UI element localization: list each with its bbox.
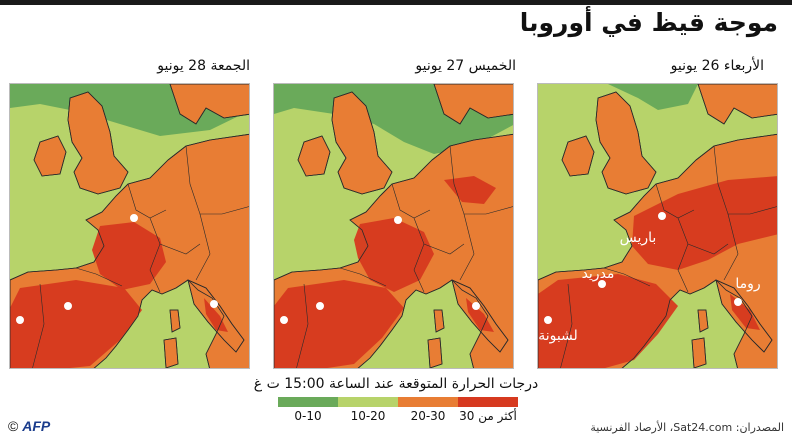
city-dot — [598, 280, 606, 288]
country-border — [391, 183, 431, 219]
city-dot — [658, 212, 666, 220]
map-title-wednesday: الأربعاء 26 يونيو — [670, 58, 764, 74]
credit: © AFP — [8, 418, 50, 434]
coastline — [163, 337, 179, 368]
country-border — [339, 267, 387, 287]
legend-swatch-20-30 — [398, 397, 458, 407]
coastline — [697, 309, 709, 333]
city-label: لشبونة — [538, 328, 578, 344]
country-border — [75, 267, 123, 287]
coastline — [691, 337, 707, 368]
legend-label-0-10: 0-10 — [294, 409, 322, 423]
hot-zone — [354, 218, 434, 292]
coastline — [538, 133, 777, 368]
country-border — [677, 243, 689, 293]
city-label: روما — [735, 276, 760, 292]
cold-zone — [538, 84, 698, 110]
country-border — [677, 217, 729, 255]
coastline — [297, 135, 331, 177]
country-border — [459, 213, 475, 281]
legend-swatch-over-30 — [458, 397, 518, 407]
city-dot — [130, 214, 138, 222]
legend-label-20-30: 20-30 — [410, 409, 446, 423]
country-border — [723, 213, 739, 281]
city-dot — [472, 302, 480, 310]
city-dot — [544, 316, 552, 324]
coastline — [427, 337, 443, 368]
coastline — [697, 84, 777, 125]
city-dot — [316, 302, 324, 310]
city-label: باريس — [620, 230, 657, 246]
page-title: موجة قيظ في أوروبا — [519, 8, 778, 37]
city-dot — [394, 216, 402, 224]
legend-labels: 0-10 10-20 20-30 أكثر من 30 — [278, 409, 518, 423]
legend-swatch-0-10 — [278, 397, 338, 407]
map-title-friday: الجمعة 28 يونيو — [157, 58, 250, 74]
coastline — [595, 91, 657, 195]
coastline — [10, 133, 249, 368]
coastline — [67, 91, 129, 195]
country-border — [149, 217, 201, 255]
city-dot — [734, 298, 742, 306]
country-border — [32, 283, 45, 368]
city-dot — [64, 302, 72, 310]
agency-logo: AFP — [22, 418, 51, 434]
legend-label-10-20: 10-20 — [350, 409, 386, 423]
city-dot — [16, 316, 24, 324]
legend-label-over-30: أكثر من 30 — [459, 409, 517, 423]
country-border — [296, 283, 309, 368]
coastline — [169, 309, 181, 333]
legend-swatch-10-20 — [338, 397, 398, 407]
coastline — [33, 135, 67, 177]
map-wednesday: باريس مدريد روما لشبونة — [537, 83, 778, 369]
country-border — [149, 243, 161, 293]
hot-zone — [538, 274, 678, 368]
sources-note: المصدران: Sat24.com، الأرصاد الفرنسية — [590, 421, 784, 434]
hot-zone — [10, 280, 142, 368]
country-border — [603, 267, 651, 287]
country-border — [560, 283, 573, 368]
map-thursday — [273, 83, 514, 369]
land-sardinia — [163, 337, 179, 368]
map-friday — [9, 83, 250, 369]
city-dot — [210, 300, 218, 308]
legend-title: درجات الحرارة المتوقعة عند الساعة 15:00 … — [253, 376, 539, 392]
country-border — [413, 217, 465, 255]
coastline — [433, 309, 445, 333]
land-sardinia — [691, 337, 707, 368]
hot-zone — [444, 176, 496, 204]
country-border — [195, 213, 211, 281]
coastline — [715, 279, 773, 353]
country-border — [655, 183, 695, 219]
land-sardinia — [427, 337, 443, 368]
hot-zone — [92, 222, 166, 290]
coastline — [451, 279, 509, 353]
coastline — [561, 135, 595, 177]
legend-bar — [278, 397, 518, 407]
coastline — [331, 91, 393, 195]
coastline — [187, 279, 245, 353]
hot-zone — [204, 298, 228, 332]
hot-zone — [632, 176, 777, 270]
coastline — [433, 84, 513, 125]
map-title-thursday: الخميس 27 يونيو — [415, 58, 516, 74]
top-bar — [0, 0, 792, 5]
city-label: مدريد — [582, 266, 615, 282]
country-border — [413, 243, 425, 293]
coastline — [274, 133, 513, 368]
copyright-symbol: © — [8, 418, 19, 434]
coastline — [169, 84, 249, 125]
hot-zone — [274, 280, 404, 368]
country-border — [127, 183, 167, 219]
city-dot — [280, 316, 288, 324]
